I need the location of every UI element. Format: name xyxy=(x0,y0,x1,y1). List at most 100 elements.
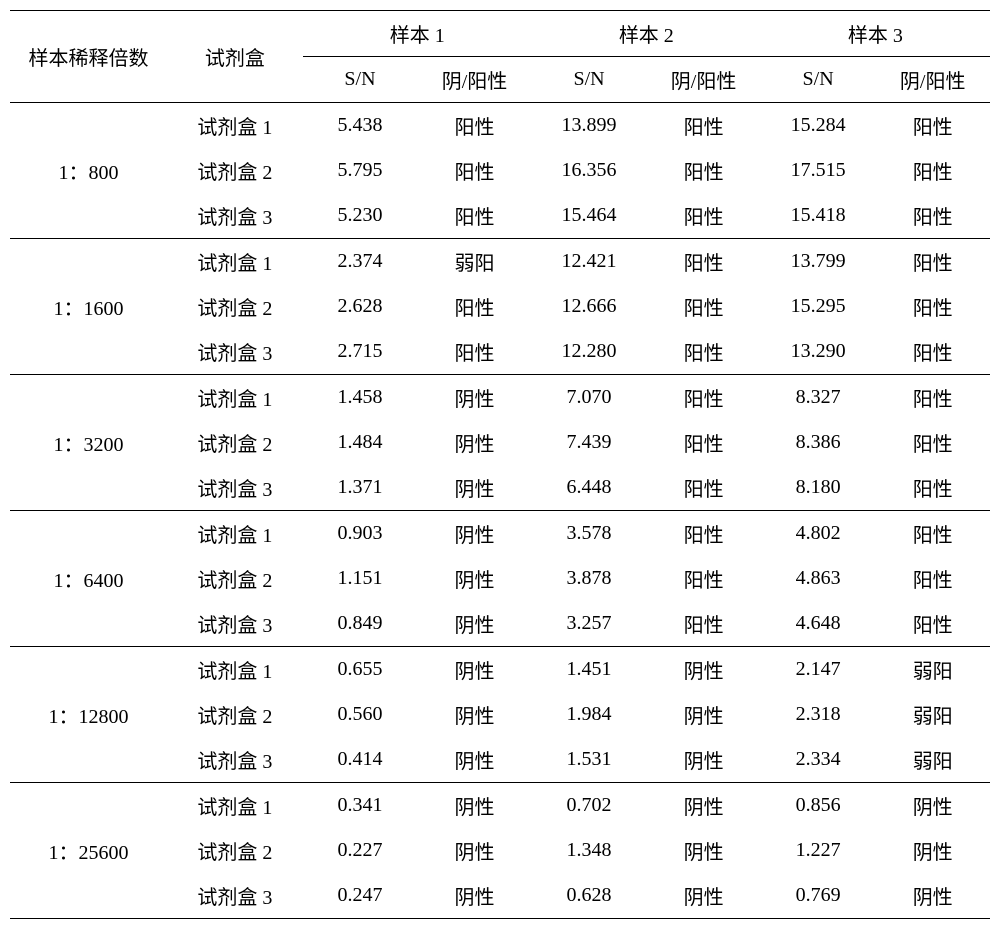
sn3-cell: 4.802 xyxy=(761,511,876,557)
table-row: 1：3200试剂盒 11.458阴性7.070阳性8.327阳性 xyxy=(10,375,990,421)
header-result-2: 阴/阳性 xyxy=(646,57,761,103)
sn2-cell: 1.451 xyxy=(532,647,647,693)
sn3-cell: 1.227 xyxy=(761,828,876,873)
table-row: 1：800试剂盒 15.438阳性13.899阳性15.284阳性 xyxy=(10,103,990,149)
sn1-cell: 5.438 xyxy=(303,103,418,149)
result1-cell: 阴性 xyxy=(417,737,532,783)
sn2-cell: 1.531 xyxy=(532,737,647,783)
kit-cell: 试剂盒 3 xyxy=(167,465,303,511)
result3-cell: 阴性 xyxy=(875,828,990,873)
kit-cell: 试剂盒 1 xyxy=(167,647,303,693)
sn2-cell: 3.578 xyxy=(532,511,647,557)
result3-cell: 弱阳 xyxy=(875,647,990,693)
sn2-cell: 0.702 xyxy=(532,783,647,829)
sn1-cell: 1.371 xyxy=(303,465,418,511)
sn1-cell: 1.151 xyxy=(303,556,418,601)
header-result-3: 阴/阳性 xyxy=(875,57,990,103)
kit-cell: 试剂盒 2 xyxy=(167,556,303,601)
result2-cell: 阳性 xyxy=(646,103,761,149)
result3-cell: 阳性 xyxy=(875,148,990,193)
sn1-cell: 1.484 xyxy=(303,420,418,465)
result2-cell: 阴性 xyxy=(646,647,761,693)
result1-cell: 阳性 xyxy=(417,103,532,149)
sn3-cell: 15.284 xyxy=(761,103,876,149)
sn3-cell: 15.295 xyxy=(761,284,876,329)
sn2-cell: 1.348 xyxy=(532,828,647,873)
header-result-1: 阴/阳性 xyxy=(417,57,532,103)
sn3-cell: 8.180 xyxy=(761,465,876,511)
sn1-cell: 0.903 xyxy=(303,511,418,557)
header-sample3: 样本 3 xyxy=(761,11,990,57)
sn2-cell: 3.878 xyxy=(532,556,647,601)
sn1-cell: 5.230 xyxy=(303,193,418,239)
sn2-cell: 1.984 xyxy=(532,692,647,737)
result2-cell: 阳性 xyxy=(646,556,761,601)
dilution-table: 样本稀释倍数 试剂盒 样本 1 样本 2 样本 3 S/N 阴/阳性 S/N 阴… xyxy=(10,10,990,919)
result1-cell: 阴性 xyxy=(417,647,532,693)
sn3-cell: 17.515 xyxy=(761,148,876,193)
result3-cell: 阳性 xyxy=(875,329,990,375)
result3-cell: 阳性 xyxy=(875,556,990,601)
sn3-cell: 4.648 xyxy=(761,601,876,647)
dilution-cell: 1：1600 xyxy=(10,239,167,375)
header-sn-1: S/N xyxy=(303,57,418,103)
sn3-cell: 2.318 xyxy=(761,692,876,737)
result3-cell: 阴性 xyxy=(875,783,990,829)
header-sample2: 样本 2 xyxy=(532,11,761,57)
result3-cell: 阳性 xyxy=(875,103,990,149)
kit-cell: 试剂盒 2 xyxy=(167,828,303,873)
sn2-cell: 7.070 xyxy=(532,375,647,421)
result3-cell: 阳性 xyxy=(875,284,990,329)
result2-cell: 阴性 xyxy=(646,692,761,737)
sn2-cell: 6.448 xyxy=(532,465,647,511)
sn1-cell: 2.374 xyxy=(303,239,418,285)
result3-cell: 弱阳 xyxy=(875,737,990,783)
result1-cell: 阳性 xyxy=(417,329,532,375)
result2-cell: 阳性 xyxy=(646,465,761,511)
result1-cell: 弱阳 xyxy=(417,239,532,285)
header-sample1: 样本 1 xyxy=(303,11,532,57)
kit-cell: 试剂盒 2 xyxy=(167,148,303,193)
result1-cell: 阴性 xyxy=(417,375,532,421)
sn1-cell: 0.655 xyxy=(303,647,418,693)
sn3-cell: 0.856 xyxy=(761,783,876,829)
result2-cell: 阳性 xyxy=(646,148,761,193)
result2-cell: 阳性 xyxy=(646,375,761,421)
result1-cell: 阴性 xyxy=(417,420,532,465)
kit-cell: 试剂盒 2 xyxy=(167,692,303,737)
sn2-cell: 16.356 xyxy=(532,148,647,193)
result1-cell: 阴性 xyxy=(417,511,532,557)
result3-cell: 阳性 xyxy=(875,601,990,647)
sn3-cell: 13.799 xyxy=(761,239,876,285)
result1-cell: 阴性 xyxy=(417,828,532,873)
sn1-cell: 2.715 xyxy=(303,329,418,375)
sn2-cell: 12.666 xyxy=(532,284,647,329)
kit-cell: 试剂盒 3 xyxy=(167,329,303,375)
table-row: 1：6400试剂盒 10.903阴性3.578阳性4.802阳性 xyxy=(10,511,990,557)
sn1-cell: 0.849 xyxy=(303,601,418,647)
dilution-cell: 1：12800 xyxy=(10,647,167,783)
result3-cell: 阳性 xyxy=(875,375,990,421)
sn3-cell: 2.147 xyxy=(761,647,876,693)
sn2-cell: 13.899 xyxy=(532,103,647,149)
header-dilution: 样本稀释倍数 xyxy=(10,11,167,103)
sn3-cell: 8.327 xyxy=(761,375,876,421)
header-kit: 试剂盒 xyxy=(167,11,303,103)
dilution-cell: 1：6400 xyxy=(10,511,167,647)
sn2-cell: 3.257 xyxy=(532,601,647,647)
sn1-cell: 1.458 xyxy=(303,375,418,421)
result1-cell: 阳性 xyxy=(417,148,532,193)
sn3-cell: 2.334 xyxy=(761,737,876,783)
result2-cell: 阳性 xyxy=(646,329,761,375)
result3-cell: 弱阳 xyxy=(875,692,990,737)
result1-cell: 阳性 xyxy=(417,193,532,239)
result2-cell: 阳性 xyxy=(646,420,761,465)
result3-cell: 阳性 xyxy=(875,420,990,465)
sn2-cell: 12.280 xyxy=(532,329,647,375)
result2-cell: 阳性 xyxy=(646,193,761,239)
sn1-cell: 0.341 xyxy=(303,783,418,829)
sn2-cell: 15.464 xyxy=(532,193,647,239)
result1-cell: 阳性 xyxy=(417,284,532,329)
sn1-cell: 2.628 xyxy=(303,284,418,329)
result3-cell: 阳性 xyxy=(875,193,990,239)
